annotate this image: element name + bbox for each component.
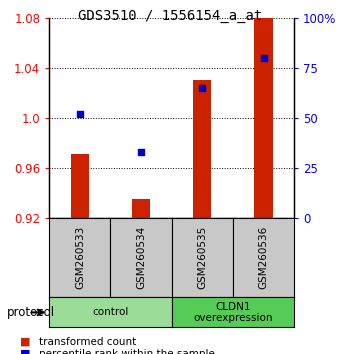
Text: GSM260535: GSM260535 bbox=[197, 226, 207, 289]
Bar bbox=[132, 199, 150, 218]
Point bbox=[138, 149, 144, 155]
Bar bbox=[254, 18, 273, 218]
Point bbox=[77, 111, 83, 116]
Text: percentile rank within the sample: percentile rank within the sample bbox=[39, 349, 215, 354]
Text: CLDN1
overexpression: CLDN1 overexpression bbox=[193, 302, 273, 323]
Text: GSM260534: GSM260534 bbox=[136, 226, 146, 289]
Text: control: control bbox=[92, 307, 129, 318]
Point bbox=[200, 85, 205, 91]
Text: ■: ■ bbox=[20, 349, 31, 354]
Text: GDS3510 / 1556154_a_at: GDS3510 / 1556154_a_at bbox=[78, 9, 262, 23]
Bar bbox=[71, 154, 89, 218]
Text: GSM260533: GSM260533 bbox=[75, 226, 85, 289]
Bar bbox=[193, 80, 211, 218]
Text: protocol: protocol bbox=[7, 306, 55, 319]
Text: transformed count: transformed count bbox=[39, 337, 136, 347]
Text: ■: ■ bbox=[20, 337, 31, 347]
Text: GSM260536: GSM260536 bbox=[258, 226, 269, 289]
Point bbox=[261, 55, 266, 61]
